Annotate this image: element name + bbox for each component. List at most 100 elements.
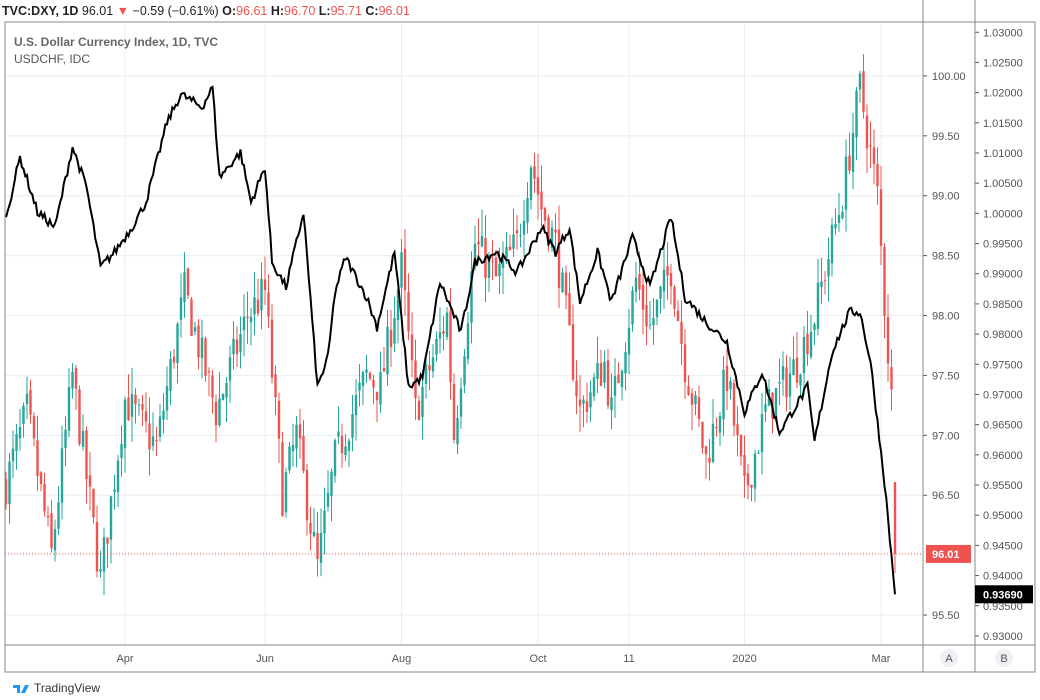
- candle: [666, 242, 669, 300]
- candle: [442, 315, 445, 351]
- candle-body: [414, 360, 417, 399]
- axis-a-label: 99.50: [932, 131, 960, 143]
- candle-body: [393, 318, 396, 344]
- candle-body: [687, 385, 690, 395]
- candle-body: [662, 269, 666, 292]
- candle: [137, 398, 141, 416]
- candle: [869, 121, 872, 169]
- candle: [242, 294, 246, 357]
- candle: [57, 486, 60, 535]
- candle-body: [592, 377, 596, 397]
- axis-b-label: 0.95000: [983, 510, 1023, 522]
- candle-body: [151, 436, 155, 446]
- candle-body: [802, 336, 806, 374]
- candle-body: [459, 388, 463, 417]
- candle: [862, 54, 865, 119]
- candle-body: [638, 273, 641, 290]
- time-axis-label: Oct: [529, 653, 546, 665]
- axis-b-label: 0.94500: [983, 540, 1023, 552]
- candle-body: [799, 374, 802, 386]
- candle-body: [281, 442, 284, 517]
- candle-body: [536, 177, 540, 195]
- candle-body: [498, 263, 501, 277]
- candle: [613, 358, 617, 418]
- candle: [78, 385, 81, 447]
- candle-body: [365, 369, 368, 373]
- candle: [200, 319, 204, 379]
- candle: [333, 438, 337, 483]
- candle-body: [211, 375, 214, 398]
- candle-body: [232, 338, 235, 355]
- candle: [624, 342, 627, 391]
- candle-body: [190, 299, 193, 336]
- candle: [74, 365, 78, 411]
- candle-body: [655, 299, 659, 318]
- candle-body: [200, 337, 204, 359]
- candle-body: [554, 229, 557, 233]
- candle: [323, 487, 326, 555]
- candle-body: [669, 273, 673, 287]
- main-series-title: U.S. Dollar Currency Index, 1D, TVC: [14, 35, 219, 49]
- candle: [876, 147, 879, 205]
- candle-body: [165, 386, 169, 411]
- candle-body: [547, 217, 550, 246]
- axis-b-label: 1.03000: [983, 27, 1023, 39]
- candle-body: [487, 258, 491, 278]
- candle-body: [64, 429, 67, 449]
- candle: [274, 365, 277, 416]
- candle-body: [750, 484, 753, 488]
- candle: [515, 215, 519, 250]
- candle: [204, 336, 207, 382]
- candle: [344, 433, 347, 461]
- candle-body: [242, 316, 246, 331]
- candle-body: [533, 166, 536, 179]
- candle: [305, 463, 309, 536]
- candle-body: [501, 259, 505, 269]
- candle: [134, 388, 137, 424]
- candle-body: [312, 532, 316, 537]
- candle-body: [477, 241, 480, 245]
- candle-body: [246, 316, 249, 319]
- axis-b-label: 0.95500: [983, 480, 1023, 492]
- candle-body: [92, 488, 95, 518]
- candle: [452, 373, 456, 444]
- candle: [36, 415, 39, 491]
- symbol-header: TVC:DXY, 1D 96.01 ▼ −0.59 (−0.61%) O:96.…: [2, 4, 410, 18]
- candle: [893, 482, 897, 574]
- candle: [403, 229, 407, 316]
- scale-a-button[interactable]: A: [940, 649, 958, 667]
- candle: [459, 377, 463, 429]
- candle: [760, 392, 764, 475]
- candle-body: [473, 243, 477, 268]
- candle-body: [634, 277, 638, 292]
- candle-body: [841, 211, 844, 219]
- candle-body: [820, 281, 823, 288]
- candle-body: [519, 235, 522, 237]
- candle-body: [225, 383, 228, 398]
- candle: [71, 363, 74, 399]
- candle-body: [46, 515, 50, 518]
- candle: [214, 394, 218, 443]
- candle: [610, 373, 613, 430]
- tradingview-logo[interactable]: TradingView: [12, 681, 100, 695]
- candle-body: [284, 472, 288, 513]
- usdchf-line: [5, 85, 896, 595]
- candle: [617, 362, 620, 384]
- candle-body: [788, 373, 792, 397]
- candle-body: [690, 393, 694, 405]
- axis-b-label: 0.99500: [983, 239, 1023, 251]
- last-price-label: 96.01: [932, 549, 960, 561]
- time-axis-label: Aug: [392, 653, 412, 665]
- candle-body: [645, 305, 648, 327]
- candle-body: [869, 145, 872, 147]
- candle-body: [99, 568, 102, 572]
- candle: [239, 316, 242, 369]
- candle-body: [442, 331, 445, 334]
- candle: [568, 272, 571, 326]
- candle: [270, 304, 274, 384]
- candle-body: [218, 398, 221, 426]
- scale-b-button[interactable]: B: [995, 649, 1013, 667]
- candle-body: [330, 471, 333, 497]
- candle: [491, 239, 494, 281]
